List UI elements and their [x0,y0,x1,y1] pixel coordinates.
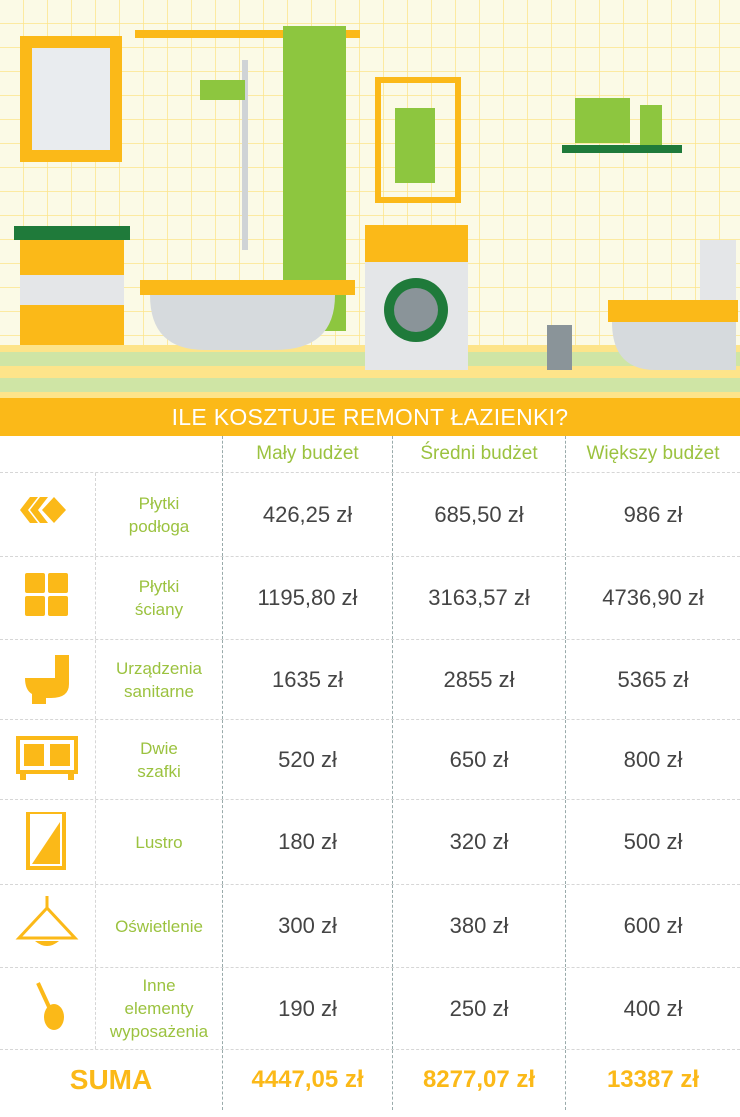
row-label: Urządzenia sanitarne [95,640,222,719]
page-title: ILE KOSZTUJE REMONT ŁAZIENKI? [0,398,740,436]
cost-value: 190 zł [222,968,392,1049]
row-label-line: sanitarne [124,681,194,701]
cost-value: 5365 zł [565,640,740,719]
cost-value: 685,50 zł [392,473,565,556]
row-label-line: Oświetlenie [115,916,203,936]
cost-value: 986 zł [565,473,740,556]
cabinet-icon [0,720,95,799]
column-header: Średni budżet [392,436,565,472]
row-label-line: Płytki [138,577,180,596]
row-label: Inne elementy wyposażenia [95,968,222,1049]
column-header: Mały budżet [222,436,392,472]
table-row: Dwie szafki 520 zł 650 zł 800 zł [0,720,740,800]
sum-label: SUMA [69,1064,153,1095]
row-label-line: ściany [134,600,184,619]
column-header: Większy budżet [565,436,740,472]
table-row: Oświetlenie 300 zł 380 zł 600 zł [0,885,740,968]
table-row: Płytki podłoga 426,25 zł 685,50 zł 986 zł [0,473,740,557]
table-row: Urządzenia sanitarne 1635 zł 2855 zł 5365 z… [0,640,740,720]
row-label-line: wyposażenia [109,1022,209,1041]
row-label-line: podłoga [128,516,190,536]
cost-value: 380 zł [392,885,565,967]
wall-tiles-icon [0,557,95,639]
cost-value: 250 zł [392,968,565,1049]
sum-value: 8277,07 zł [392,1050,565,1110]
cost-value: 1635 zł [222,640,392,719]
table-row: Płytki ściany 1195,80 zł 3163,57 zł 4736,90… [0,557,740,640]
row-label: Płytki ściany [95,557,222,639]
cost-value: 400 zł [565,968,740,1049]
row-label-line: Lustro [135,832,183,852]
sum-value: 4447,05 zł [222,1050,392,1110]
row-label-line: Dwie [140,738,178,758]
cost-value: 4736,90 zł [565,557,740,639]
cost-value: 3163,57 zł [392,557,565,639]
cost-table: Mały budżet Średni budżet Większy budżet… [0,436,740,1110]
cost-value: 426,25 zł [222,473,392,556]
sum-value: 13387 zł [565,1050,740,1110]
toilet-icon [0,640,95,719]
row-label: Oświetlenie [95,885,222,967]
cost-value: 300 zł [222,885,392,967]
row-label: Dwie szafki [95,720,222,799]
brush-icon [0,968,95,1049]
row-label-line: Inne [142,976,176,995]
table-row: Lustro 180 zł 320 zł 500 zł [0,800,740,885]
cost-value: 320 zł [392,800,565,884]
cost-value: 650 zł [392,720,565,799]
sum-row: SUMA 4447,05 zł 8277,07 zł 13387 zł [0,1050,740,1110]
cost-value: 600 zł [565,885,740,967]
cost-value: 800 zł [565,720,740,799]
table-row: Inne elementy wyposażenia 190 zł 250 zł 400 … [0,968,740,1050]
cost-value: 500 zł [565,800,740,884]
cost-value: 1195,80 zł [222,557,392,639]
row-label-line: elementy [124,999,194,1018]
bathroom-illustration [0,0,740,398]
lamp-icon [0,885,95,967]
row-label-line: Płytki [138,493,180,513]
cost-value: 2855 zł [392,640,565,719]
table-header: Mały budżet Średni budżet Większy budżet [0,436,740,473]
row-label-line: szafki [137,761,181,781]
row-label-line: Urządzenia [116,658,202,678]
floor-tiles-icon [0,473,95,556]
row-label: Płytki podłoga [95,473,222,556]
cost-value: 180 zł [222,800,392,884]
row-label: Lustro [95,800,222,884]
mirror-icon [0,800,95,884]
cost-value: 520 zł [222,720,392,799]
